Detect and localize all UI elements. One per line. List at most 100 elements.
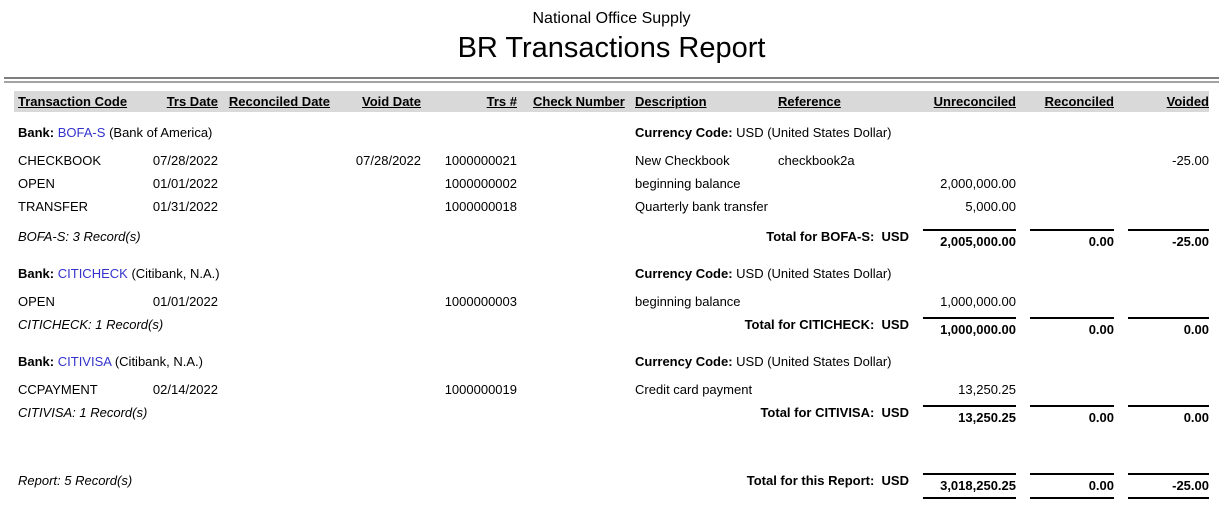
cell-description: Credit card payment bbox=[635, 382, 753, 397]
cell-voided bbox=[1114, 172, 1209, 195]
group-total-unreconciled: 1,000,000.00 bbox=[923, 317, 1016, 337]
group-total-row: BOFA-S: 3 Record(s) Total for BOFA-S: US… bbox=[14, 225, 1209, 253]
bank-group-header: Bank: CITICHECK (Citibank, N.A.) Currenc… bbox=[14, 253, 1209, 290]
cell-check-number bbox=[517, 172, 631, 195]
group-total-label: Total for CITICHECK: USD bbox=[744, 317, 909, 332]
group-total-unreconciled: 13,250.25 bbox=[923, 405, 1016, 425]
bank-group-header: Bank: CITIVISA (Citibank, N.A.) Currency… bbox=[14, 341, 1209, 378]
cell-unreconciled: 5,000.00 bbox=[965, 199, 1016, 214]
col-header-description: Description bbox=[631, 91, 774, 112]
group-record-count: BOFA-S: 3 Record(s) bbox=[18, 229, 141, 244]
col-header-reconciled-date: Reconciled Date bbox=[218, 91, 330, 112]
group-total-voided: 0.00 bbox=[1128, 317, 1209, 337]
cell-trs-date: 01/01/2022 bbox=[152, 294, 218, 309]
bank-code-link[interactable]: BOFA-S bbox=[57, 125, 106, 140]
cell-voided: -25.00 bbox=[1172, 153, 1209, 168]
group-record-count: CITIVISA: 1 Record(s) bbox=[18, 405, 148, 420]
col-header-reference: Reference bbox=[774, 91, 909, 112]
group-total-reconciled: 0.00 bbox=[1030, 229, 1114, 249]
cell-trs-date: 02/14/2022 bbox=[152, 382, 218, 397]
title-divider bbox=[4, 77, 1219, 83]
cell-reconciled bbox=[1016, 149, 1114, 172]
currency-code-label: Currency Code: bbox=[635, 125, 733, 140]
group-total-voided: 0.00 bbox=[1128, 405, 1209, 425]
report-total-label: Total for this Report: USD bbox=[746, 473, 909, 488]
report-title: BR Transactions Report bbox=[457, 32, 766, 64]
cell-unreconciled: 1,000,000.00 bbox=[940, 294, 1016, 309]
spacer-row bbox=[14, 218, 1209, 225]
bank-name: (Citibank, N.A.) bbox=[114, 354, 203, 369]
col-header-reconciled: Reconciled bbox=[1016, 91, 1114, 112]
cell-reference bbox=[774, 195, 909, 218]
cell-reconciled bbox=[1016, 172, 1114, 195]
group-total-row: CITICHECK: 1 Record(s) Total for CITICHE… bbox=[14, 313, 1209, 341]
col-header-trs-number: Trs # bbox=[421, 91, 517, 112]
cell-voided bbox=[1114, 195, 1209, 218]
report-total-row: Report: 5 Record(s) Total for this Repor… bbox=[14, 469, 1209, 503]
cell-reference bbox=[774, 290, 909, 313]
cell-transaction-code: CCPAYMENT bbox=[18, 382, 98, 397]
cell-unreconciled bbox=[909, 149, 1016, 172]
cell-description: New Checkbook bbox=[635, 153, 730, 168]
cell-reference bbox=[774, 172, 909, 195]
company-name: National Office Supply bbox=[532, 10, 691, 27]
report-record-count: Report: 5 Record(s) bbox=[18, 473, 133, 488]
cell-void-date bbox=[330, 290, 421, 313]
cell-trs-number: 1000000019 bbox=[444, 382, 517, 397]
group-record-count: CITICHECK: 1 Record(s) bbox=[18, 317, 164, 332]
cell-void-date: 07/28/2022 bbox=[355, 153, 421, 168]
cell-check-number bbox=[517, 290, 631, 313]
cell-trs-date: 01/31/2022 bbox=[152, 199, 218, 214]
cell-voided bbox=[1114, 378, 1209, 401]
cell-reference: checkbook2a bbox=[778, 153, 855, 168]
group-total-row: CITIVISA: 1 Record(s) Total for CITIVISA… bbox=[14, 401, 1209, 429]
cell-void-date bbox=[330, 195, 421, 218]
cell-transaction-code: OPEN bbox=[18, 294, 55, 309]
cell-unreconciled: 2,000,000.00 bbox=[940, 176, 1016, 191]
cell-reconciled bbox=[1016, 290, 1114, 313]
cell-trs-date: 07/28/2022 bbox=[152, 153, 218, 168]
cell-trs-number: 1000000003 bbox=[444, 294, 517, 309]
cell-reconciled-date bbox=[218, 195, 330, 218]
group-total-reconciled: 0.00 bbox=[1030, 405, 1114, 425]
currency-code-label: Currency Code: bbox=[635, 354, 733, 369]
bank-name: (Citibank, N.A.) bbox=[131, 266, 220, 281]
cell-void-date bbox=[330, 172, 421, 195]
cell-trs-number: 1000000018 bbox=[444, 199, 517, 214]
bank-name: (Bank of America) bbox=[109, 125, 213, 140]
spacer-row bbox=[14, 429, 1209, 469]
currency-code-value: USD (United States Dollar) bbox=[736, 125, 892, 140]
cell-unreconciled: 13,250.25 bbox=[958, 382, 1016, 397]
cell-check-number bbox=[517, 195, 631, 218]
cell-reconciled-date bbox=[218, 290, 330, 313]
cell-trs-date: 01/01/2022 bbox=[152, 176, 218, 191]
group-total-label: Total for CITIVISA: USD bbox=[760, 405, 909, 420]
table-row: OPEN 01/01/2022 1000000003 beginning bal… bbox=[14, 290, 1209, 313]
column-header-row: Transaction Code Trs Date Reconciled Dat… bbox=[14, 91, 1209, 112]
bank-code-link[interactable]: CITICHECK bbox=[57, 266, 128, 281]
cell-reconciled-date bbox=[218, 172, 330, 195]
cell-void-date bbox=[330, 378, 421, 401]
table-row: CHECKBOOK 07/28/2022 07/28/2022 10000000… bbox=[14, 149, 1209, 172]
col-header-void-date: Void Date bbox=[330, 91, 421, 112]
bank-code-link[interactable]: CITIVISA bbox=[57, 354, 112, 369]
transactions-table: Transaction Code Trs Date Reconciled Dat… bbox=[14, 91, 1209, 503]
cell-transaction-code: CHECKBOOK bbox=[18, 153, 102, 168]
cell-reconciled bbox=[1016, 195, 1114, 218]
table-row: OPEN 01/01/2022 1000000002 beginning bal… bbox=[14, 172, 1209, 195]
bank-group-header: Bank: BOFA-S (Bank of America) Currency … bbox=[14, 112, 1209, 149]
bank-label: Bank: bbox=[18, 125, 55, 140]
group-total-label: Total for BOFA-S: USD bbox=[766, 229, 909, 244]
report-total-voided: -25.00 bbox=[1128, 473, 1209, 499]
table-row: TRANSFER 01/31/2022 1000000018 Quarterly… bbox=[14, 195, 1209, 218]
report-total-reconciled: 0.00 bbox=[1030, 473, 1114, 499]
bank-label: Bank: bbox=[18, 266, 55, 281]
currency-code-value: USD (United States Dollar) bbox=[736, 354, 892, 369]
currency-code-label: Currency Code: bbox=[635, 266, 733, 281]
group-total-unreconciled: 2,005,000.00 bbox=[923, 229, 1016, 249]
cell-voided bbox=[1114, 290, 1209, 313]
col-header-transaction-code: Transaction Code bbox=[14, 91, 144, 112]
group-total-reconciled: 0.00 bbox=[1030, 317, 1114, 337]
cell-reconciled-date bbox=[218, 378, 330, 401]
